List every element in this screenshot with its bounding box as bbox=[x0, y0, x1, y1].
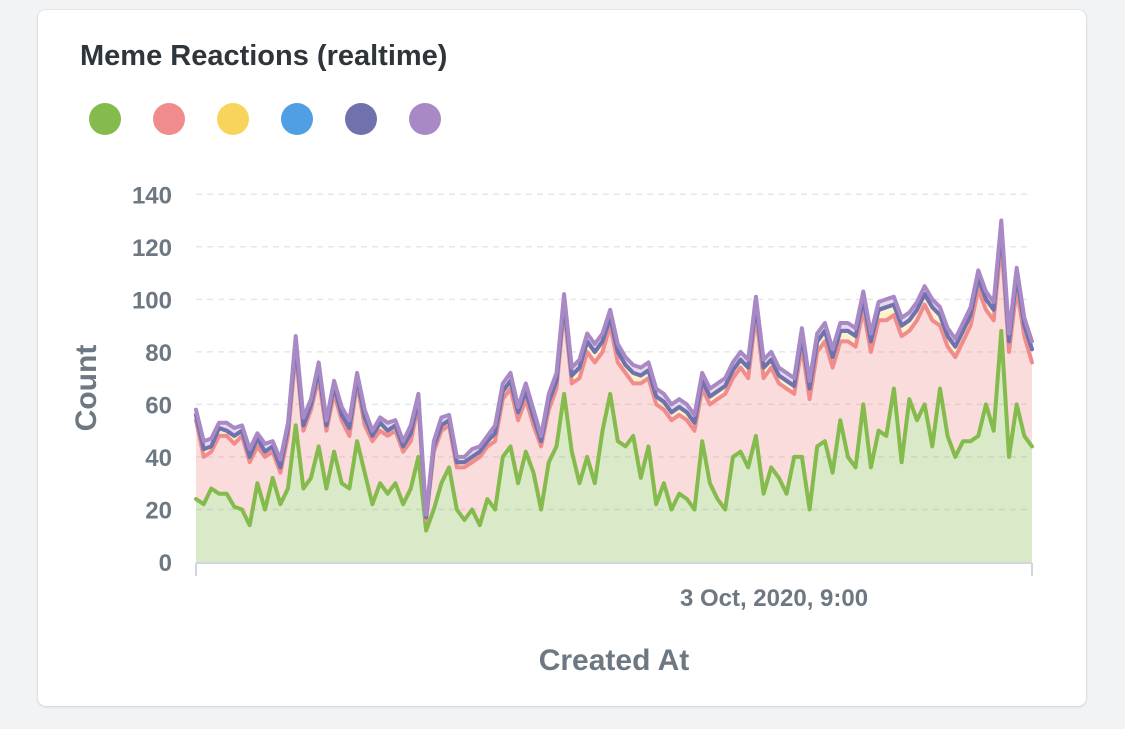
y-tick-label-20: 20 bbox=[145, 497, 172, 524]
legend-dot-3[interactable] bbox=[217, 103, 249, 135]
chart-canvas: 0 20 40 60 80 100 120 140 3 Oct, 2020, 9:00 Creat… bbox=[70, 182, 1034, 677]
legend-dot-6[interactable] bbox=[409, 103, 441, 135]
line-series-1[interactable] bbox=[194, 328, 1034, 533]
chart-card: Meme Reactions (realtime) 0 20 40 60 80 100 12… bbox=[38, 10, 1086, 706]
legend-dot-4[interactable] bbox=[281, 103, 313, 135]
y-tick-label-140: 140 bbox=[132, 182, 172, 209]
area-series-2 bbox=[196, 241, 1032, 531]
legend-dot-2[interactable] bbox=[153, 103, 185, 135]
legend-dot-1[interactable] bbox=[89, 103, 121, 135]
legend-dot-5[interactable] bbox=[345, 103, 377, 135]
y-tick-label-80: 80 bbox=[145, 340, 172, 367]
y-tick-label-40: 40 bbox=[145, 445, 172, 472]
line-series-6[interactable] bbox=[194, 218, 1034, 517]
x-tick-label: 3 Oct, 2020, 9:00 bbox=[680, 585, 868, 612]
legend bbox=[89, 103, 441, 135]
y-axis-title: Count bbox=[70, 345, 103, 432]
y-tick-label-100: 100 bbox=[132, 287, 172, 314]
y-tick-label-60: 60 bbox=[145, 392, 172, 419]
x-axis-title: Created At bbox=[539, 644, 690, 677]
y-tick-label-0: 0 bbox=[159, 550, 172, 577]
y-tick-label-120: 120 bbox=[132, 235, 172, 262]
card-title[interactable]: Meme Reactions (realtime) bbox=[80, 40, 448, 72]
